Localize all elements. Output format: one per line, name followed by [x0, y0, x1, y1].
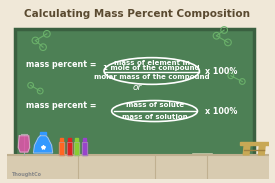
Text: x 100%: x 100%	[205, 66, 238, 76]
Text: mass percent =: mass percent =	[26, 60, 97, 69]
FancyBboxPatch shape	[7, 155, 269, 179]
Polygon shape	[240, 141, 269, 145]
Text: mass of solution: mass of solution	[122, 114, 187, 120]
Text: 1 mole of the compound: 1 mole of the compound	[103, 65, 200, 71]
Text: ThoughtCo: ThoughtCo	[12, 172, 42, 177]
Text: molar mass of the compound: molar mass of the compound	[94, 74, 210, 80]
Polygon shape	[34, 136, 53, 153]
FancyBboxPatch shape	[7, 4, 269, 179]
Polygon shape	[75, 138, 78, 141]
Polygon shape	[68, 138, 71, 141]
Polygon shape	[40, 132, 46, 136]
Polygon shape	[67, 141, 72, 155]
Text: Calculating Mass Percent Composition: Calculating Mass Percent Composition	[24, 9, 251, 19]
Polygon shape	[243, 145, 250, 155]
Polygon shape	[83, 138, 86, 141]
Polygon shape	[59, 141, 64, 155]
Text: or: or	[133, 83, 142, 92]
FancyBboxPatch shape	[192, 154, 212, 159]
Text: x 100%: x 100%	[205, 107, 238, 115]
Polygon shape	[258, 145, 265, 155]
Polygon shape	[60, 138, 63, 141]
Polygon shape	[18, 136, 30, 152]
Text: mass percent =: mass percent =	[26, 101, 97, 110]
Polygon shape	[82, 141, 87, 155]
FancyBboxPatch shape	[15, 29, 254, 163]
Polygon shape	[75, 141, 79, 155]
Text: mass of element in: mass of element in	[114, 60, 190, 66]
Text: mass of solute: mass of solute	[125, 102, 184, 108]
